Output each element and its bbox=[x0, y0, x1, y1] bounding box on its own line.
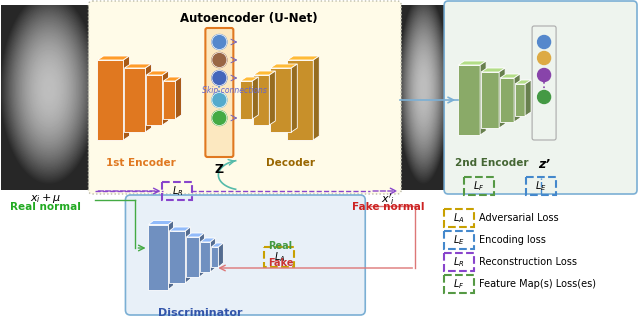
Text: Real normal: Real normal bbox=[10, 202, 81, 212]
Polygon shape bbox=[500, 78, 514, 122]
Polygon shape bbox=[253, 75, 269, 125]
Polygon shape bbox=[270, 64, 298, 68]
Text: Adversarial Loss: Adversarial Loss bbox=[479, 213, 559, 223]
Polygon shape bbox=[211, 247, 218, 267]
Polygon shape bbox=[218, 243, 223, 267]
Polygon shape bbox=[148, 224, 168, 289]
Circle shape bbox=[538, 90, 550, 103]
Text: Decoder: Decoder bbox=[266, 158, 315, 168]
FancyBboxPatch shape bbox=[444, 1, 637, 194]
Polygon shape bbox=[186, 237, 200, 277]
Text: $L_A$: $L_A$ bbox=[453, 211, 465, 225]
Text: Reconstruction Loss: Reconstruction Loss bbox=[479, 257, 577, 267]
Text: $L_A$: $L_A$ bbox=[273, 250, 285, 264]
Polygon shape bbox=[147, 75, 163, 125]
Polygon shape bbox=[163, 81, 175, 119]
Text: $L_F$: $L_F$ bbox=[454, 277, 465, 291]
Text: $x_i + \mu$: $x_i + \mu$ bbox=[29, 192, 61, 205]
Polygon shape bbox=[514, 74, 520, 122]
Polygon shape bbox=[124, 56, 129, 140]
Polygon shape bbox=[97, 56, 129, 60]
Polygon shape bbox=[168, 221, 173, 289]
Polygon shape bbox=[97, 60, 124, 140]
FancyBboxPatch shape bbox=[205, 28, 234, 157]
Text: $L_R$: $L_R$ bbox=[453, 255, 465, 269]
Polygon shape bbox=[186, 233, 204, 237]
Polygon shape bbox=[175, 77, 181, 119]
Polygon shape bbox=[269, 71, 275, 125]
Polygon shape bbox=[515, 84, 525, 116]
Polygon shape bbox=[241, 77, 259, 81]
Polygon shape bbox=[481, 72, 499, 128]
Polygon shape bbox=[499, 68, 505, 128]
Polygon shape bbox=[287, 56, 319, 60]
Text: Feature Map(s) Loss(es): Feature Map(s) Loss(es) bbox=[479, 279, 596, 289]
Text: Real: Real bbox=[268, 241, 292, 251]
Text: Fake: Fake bbox=[268, 258, 294, 268]
Polygon shape bbox=[211, 238, 216, 272]
Polygon shape bbox=[163, 77, 181, 81]
Text: z’: z’ bbox=[538, 158, 550, 171]
Polygon shape bbox=[147, 71, 168, 75]
FancyBboxPatch shape bbox=[125, 195, 365, 315]
Polygon shape bbox=[253, 71, 275, 75]
Polygon shape bbox=[270, 68, 291, 132]
Text: $L_F$: $L_F$ bbox=[474, 179, 485, 193]
Polygon shape bbox=[200, 238, 216, 242]
Circle shape bbox=[212, 110, 227, 126]
Text: 1st Encoder: 1st Encoder bbox=[106, 158, 175, 168]
Polygon shape bbox=[480, 61, 486, 135]
Text: Encoding loss: Encoding loss bbox=[479, 235, 546, 245]
Polygon shape bbox=[515, 80, 531, 84]
Polygon shape bbox=[170, 231, 186, 283]
FancyBboxPatch shape bbox=[532, 26, 556, 140]
Polygon shape bbox=[241, 81, 252, 119]
Text: $L_R$: $L_R$ bbox=[172, 184, 183, 198]
Polygon shape bbox=[200, 233, 204, 277]
FancyBboxPatch shape bbox=[88, 1, 401, 194]
Polygon shape bbox=[124, 68, 145, 132]
Text: $x'_i$: $x'_i$ bbox=[381, 192, 396, 207]
Polygon shape bbox=[163, 71, 168, 125]
Polygon shape bbox=[287, 60, 314, 140]
Polygon shape bbox=[200, 242, 211, 272]
Polygon shape bbox=[314, 56, 319, 140]
Polygon shape bbox=[525, 80, 531, 116]
Circle shape bbox=[538, 36, 550, 48]
Text: $L_E$: $L_E$ bbox=[535, 179, 547, 193]
Polygon shape bbox=[145, 64, 152, 132]
Text: Discriminator: Discriminator bbox=[158, 308, 243, 318]
Polygon shape bbox=[458, 65, 480, 135]
Polygon shape bbox=[291, 64, 298, 132]
Polygon shape bbox=[186, 227, 190, 283]
Polygon shape bbox=[124, 64, 152, 68]
Text: Z: Z bbox=[215, 163, 224, 176]
Circle shape bbox=[212, 92, 227, 108]
Polygon shape bbox=[211, 243, 223, 247]
Text: Skip connections: Skip connections bbox=[202, 86, 267, 95]
Text: Autoencoder (U-Net): Autoencoder (U-Net) bbox=[180, 12, 317, 25]
Polygon shape bbox=[481, 68, 505, 72]
Circle shape bbox=[212, 35, 227, 49]
Text: Fake normal: Fake normal bbox=[352, 202, 424, 212]
Polygon shape bbox=[252, 77, 259, 119]
Circle shape bbox=[538, 51, 550, 65]
Circle shape bbox=[212, 70, 227, 86]
Polygon shape bbox=[170, 227, 190, 231]
Polygon shape bbox=[500, 74, 520, 78]
Circle shape bbox=[212, 53, 227, 68]
Polygon shape bbox=[148, 221, 173, 224]
Text: 2nd Encoder: 2nd Encoder bbox=[456, 158, 529, 168]
Circle shape bbox=[538, 68, 550, 81]
Polygon shape bbox=[458, 61, 486, 65]
Text: $L_E$: $L_E$ bbox=[453, 233, 465, 247]
